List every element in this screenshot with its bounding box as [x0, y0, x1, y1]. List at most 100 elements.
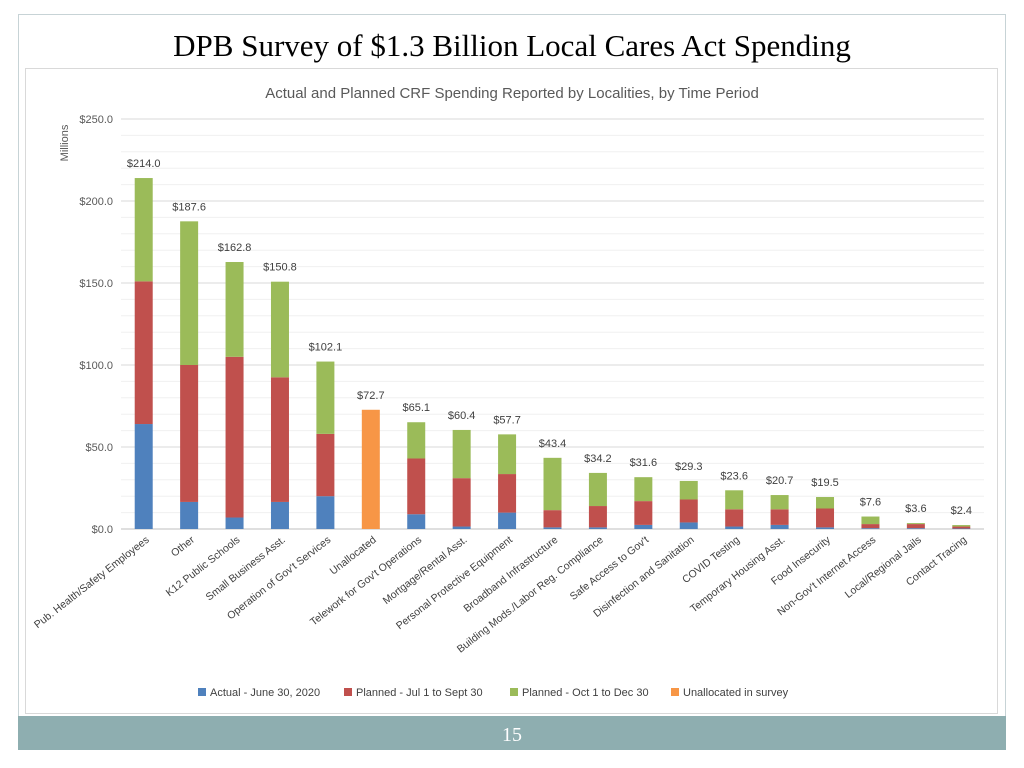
- bar-segment: [679, 522, 698, 529]
- bar-segment: [134, 178, 153, 282]
- footer-bar: 15: [18, 716, 1006, 750]
- x-tick-label: Small Business Asst.: [204, 534, 288, 603]
- bar-segment: [725, 526, 744, 529]
- slide-title: DPB Survey of $1.3 Billion Local Cares A…: [173, 28, 851, 63]
- bar-segment: [679, 480, 698, 500]
- bar-segment: [452, 478, 471, 527]
- legend-swatch: [671, 688, 679, 696]
- bar-segment: [725, 509, 744, 527]
- total-label: $19.5: [811, 477, 839, 489]
- bar-segment: [588, 527, 607, 529]
- bar-segment: [861, 524, 880, 529]
- y-axis-label: Millions: [59, 124, 71, 161]
- legend-swatch: [198, 688, 206, 696]
- bar-segment: [452, 526, 471, 529]
- bar-segment: [770, 509, 789, 525]
- bar-segment: [906, 523, 925, 525]
- bar-segment: [543, 457, 562, 511]
- total-label: $23.6: [720, 470, 748, 482]
- total-label: $150.8: [263, 262, 297, 274]
- bar-segment: [861, 516, 880, 525]
- bar-segment: [498, 512, 517, 529]
- bar-segment: [543, 527, 562, 529]
- bar-segment: [679, 499, 698, 523]
- total-label: $34.2: [584, 453, 612, 465]
- bar-segment: [498, 434, 517, 475]
- total-label: $43.4: [539, 438, 567, 450]
- y-tick-label: $250.0: [79, 114, 113, 126]
- chart-title: Actual and Planned CRF Spending Reported…: [265, 85, 759, 102]
- total-label: $57.7: [493, 414, 521, 426]
- total-label: $102.1: [309, 342, 343, 354]
- total-label: $60.4: [448, 410, 476, 422]
- bar-segment: [225, 356, 244, 518]
- x-tick-label: Safe Access to Gov't: [568, 534, 652, 603]
- bar-segment: [906, 528, 925, 529]
- bar-segment: [316, 361, 335, 434]
- bar-segment: [816, 497, 835, 509]
- y-axis-ticks: $0.0 $50.0 $100.0 $150.0 $200.0 $250.0: [79, 114, 113, 536]
- total-label: $7.6: [860, 497, 881, 509]
- chart-area: Actual and Planned CRF Spending Reported…: [25, 68, 998, 714]
- total-label: $3.6: [905, 503, 926, 515]
- x-tick-label: Local/Regional Jails: [843, 534, 924, 601]
- total-label: $214.0: [127, 158, 161, 170]
- bar-segment: [270, 281, 289, 378]
- bar-segment: [180, 365, 199, 502]
- legend-label: Unallocated in survey: [683, 687, 789, 699]
- legend-label: Planned - Jul 1 to Sept 30: [356, 687, 483, 699]
- bar-segment: [270, 501, 289, 529]
- bar-segment: [861, 528, 880, 529]
- y-tick-label: $100.0: [79, 360, 113, 372]
- page-number: 15: [502, 724, 522, 746]
- total-label: $29.3: [675, 461, 703, 473]
- bar-segment: [634, 501, 653, 525]
- y-tick-label: $0.0: [92, 524, 113, 536]
- bar-segment: [952, 526, 971, 529]
- bar-segment: [407, 458, 426, 515]
- gridlines: [121, 118, 984, 530]
- stacked-bar-chart: Actual and Planned CRF Spending Reported…: [32, 85, 984, 699]
- bar-segment: [180, 501, 199, 529]
- legend-label: Actual - June 30, 2020: [210, 687, 320, 699]
- total-labels: $214.0 $187.6 $162.8 $150.8 $102.1 $72.7 $65.1…: [127, 158, 972, 517]
- bar-segment: [543, 510, 562, 528]
- bar-segment: [725, 490, 744, 510]
- bar-segment: [498, 474, 517, 513]
- bar-segment: [134, 281, 153, 425]
- total-label: $162.8: [218, 242, 252, 254]
- total-label: $72.7: [357, 390, 385, 402]
- bar-segment: [770, 524, 789, 529]
- x-tick-label: Pub. Health/Safety Employees: [32, 534, 152, 631]
- x-tick-label: Mortgage/Rental Asst.: [381, 534, 470, 607]
- bars: [134, 178, 971, 529]
- bar-segment: [407, 422, 426, 459]
- legend-swatch: [510, 688, 518, 696]
- bar-segment: [270, 377, 289, 502]
- bar-segment: [225, 262, 244, 357]
- bar-segment: [906, 524, 925, 529]
- bar-segment: [952, 525, 971, 527]
- bar-segment: [361, 409, 380, 529]
- bar-segment: [634, 524, 653, 529]
- legend-label: Planned - Oct 1 to Dec 30: [522, 687, 649, 699]
- bar-segment: [316, 496, 335, 529]
- y-tick-label: $150.0: [79, 278, 113, 290]
- x-tick-label: Other: [169, 534, 197, 560]
- legend: Actual - June 30, 2020 Planned - Jul 1 to…: [198, 687, 789, 699]
- bar-segment: [407, 514, 426, 529]
- total-label: $20.7: [766, 475, 794, 487]
- bar-segment: [452, 429, 471, 479]
- bar-segment: [316, 433, 335, 497]
- bar-segment: [588, 472, 607, 507]
- total-label: $31.6: [630, 457, 658, 469]
- bar-segment: [816, 527, 835, 529]
- bar-segment: [180, 221, 199, 365]
- total-label: $2.4: [951, 505, 972, 517]
- bar-segment: [225, 517, 244, 529]
- bar-segment: [634, 477, 653, 502]
- total-label: $187.6: [172, 201, 206, 213]
- bar-segment: [588, 506, 607, 528]
- bar-segment: [134, 424, 153, 529]
- bar-segment: [770, 495, 789, 510]
